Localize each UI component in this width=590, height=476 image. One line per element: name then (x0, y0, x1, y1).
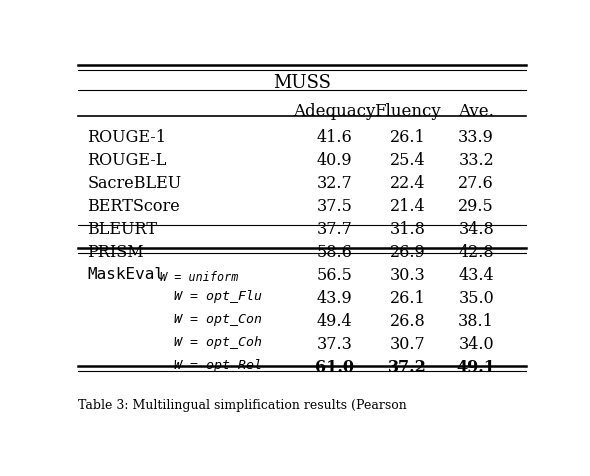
Text: Table 3: Multilingual simplification results (Pearson: Table 3: Multilingual simplification res… (78, 399, 407, 412)
Text: 43.4: 43.4 (458, 267, 494, 284)
Text: 29.5: 29.5 (458, 198, 494, 215)
Text: 37.3: 37.3 (316, 337, 352, 353)
Text: 56.5: 56.5 (316, 267, 352, 284)
Text: 58.6: 58.6 (316, 244, 352, 261)
Text: BERTScore: BERTScore (87, 198, 180, 215)
Text: MaskEval: MaskEval (87, 267, 165, 282)
Text: ROUGE-L: ROUGE-L (87, 152, 167, 169)
Text: 40.9: 40.9 (317, 152, 352, 169)
Text: 25.4: 25.4 (390, 152, 425, 169)
Text: Fluency: Fluency (374, 103, 441, 120)
Text: SacreBLEU: SacreBLEU (87, 175, 182, 192)
Text: 42.8: 42.8 (458, 244, 494, 261)
Text: 34.8: 34.8 (458, 221, 494, 238)
Text: 30.7: 30.7 (389, 337, 425, 353)
Text: W = opt_Con: W = opt_Con (175, 313, 263, 327)
Text: Ave.: Ave. (458, 103, 494, 120)
Text: 37.7: 37.7 (316, 221, 352, 238)
Text: 31.8: 31.8 (389, 221, 425, 238)
Text: ROUGE-1: ROUGE-1 (87, 129, 166, 146)
Text: 37.2: 37.2 (388, 359, 427, 377)
Text: 26.1: 26.1 (389, 290, 425, 307)
Text: 22.4: 22.4 (390, 175, 425, 192)
Text: BLEURT: BLEURT (87, 221, 158, 238)
Text: 61.0: 61.0 (315, 359, 354, 377)
Text: 26.9: 26.9 (389, 244, 425, 261)
Text: 32.7: 32.7 (316, 175, 352, 192)
Text: PRISM: PRISM (87, 244, 144, 261)
Text: 33.9: 33.9 (458, 129, 494, 146)
Text: 26.1: 26.1 (389, 129, 425, 146)
Text: 35.0: 35.0 (458, 290, 494, 307)
Text: 49.1: 49.1 (457, 359, 496, 377)
Text: MUSS: MUSS (273, 74, 332, 91)
Text: 37.5: 37.5 (316, 198, 352, 215)
Text: 43.9: 43.9 (316, 290, 352, 307)
Text: 27.6: 27.6 (458, 175, 494, 192)
Text: 49.4: 49.4 (317, 313, 352, 330)
Text: 21.4: 21.4 (390, 198, 425, 215)
Text: 34.0: 34.0 (458, 337, 494, 353)
Text: 38.1: 38.1 (458, 313, 494, 330)
Text: 41.6: 41.6 (316, 129, 352, 146)
Text: Adequacy: Adequacy (293, 103, 376, 120)
Text: 30.3: 30.3 (389, 267, 425, 284)
Text: W = opt_Coh: W = opt_Coh (175, 337, 263, 349)
Text: W = opt_Rel: W = opt_Rel (175, 359, 263, 373)
Text: 26.8: 26.8 (389, 313, 425, 330)
Text: W = uniform: W = uniform (160, 271, 238, 284)
Text: 33.2: 33.2 (458, 152, 494, 169)
Text: W = opt_Flu: W = opt_Flu (175, 290, 263, 303)
